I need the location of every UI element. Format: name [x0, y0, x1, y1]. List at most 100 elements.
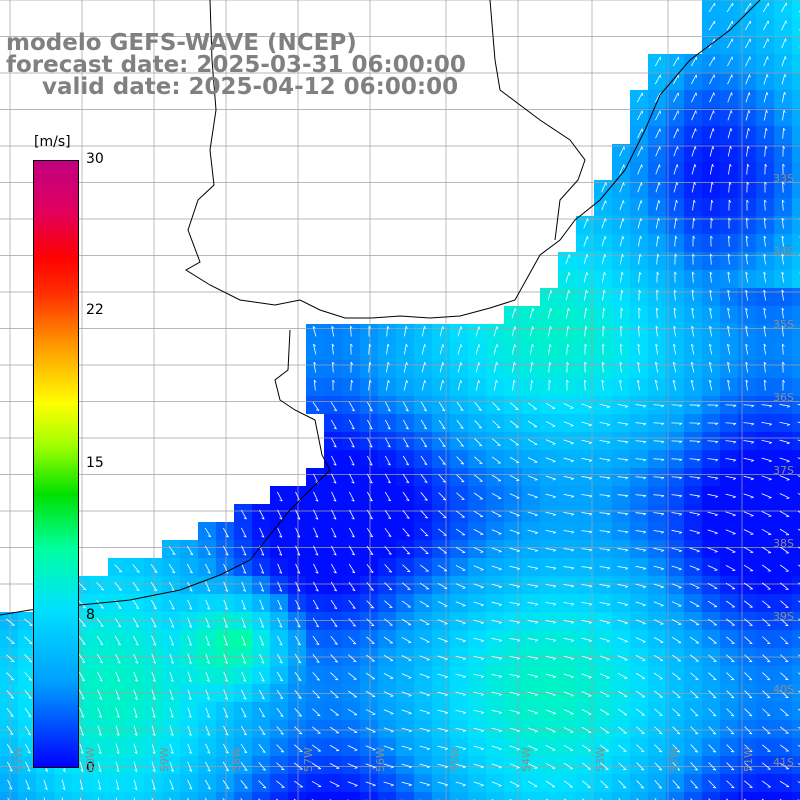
wind-arrow	[709, 272, 712, 283]
wind-arrow-head	[351, 379, 354, 383]
wind-arrow	[563, 403, 574, 409]
wind-arrow	[745, 92, 750, 103]
wind-arrow	[509, 456, 520, 463]
wind-arrow	[745, 128, 749, 139]
wind-arrow-head	[442, 463, 446, 465]
wind-arrow	[548, 344, 551, 355]
wind-arrow	[330, 690, 339, 698]
wind-arrow	[24, 707, 32, 717]
wind-arrow	[438, 437, 446, 447]
wind-arrow	[745, 254, 748, 265]
wind-arrow-head	[354, 767, 358, 769]
wind-arrow-head	[607, 477, 611, 480]
wind-arrow-head	[751, 441, 755, 444]
wind-arrow	[348, 600, 356, 609]
wind-arrow	[455, 745, 466, 750]
wind-arrow	[743, 404, 755, 406]
wind-arrow-head	[444, 730, 448, 733]
wind-arrow-head	[408, 677, 412, 679]
wind-arrow-head	[767, 56, 769, 60]
wind-arrow	[223, 653, 228, 664]
wind-arrow	[779, 493, 790, 499]
wind-arrow-head	[620, 343, 623, 347]
wind-arrow	[797, 421, 800, 424]
wind-arrow-head	[534, 532, 538, 535]
wind-arrow	[782, 127, 784, 139]
wind-arrow	[707, 547, 718, 552]
wind-arrow-head	[153, 643, 157, 646]
wind-arrow	[402, 437, 409, 448]
wind-arrow-head	[424, 481, 428, 483]
wind-arrow	[673, 164, 678, 175]
wind-arrow	[348, 563, 356, 574]
wind-arrow	[6, 725, 14, 735]
wind-arrow-head	[80, 733, 84, 736]
wind-arrow	[707, 582, 718, 589]
wind-arrow	[635, 708, 645, 716]
wind-arrow	[637, 325, 640, 337]
wind-arrow-head	[352, 643, 357, 645]
wind-arrow	[97, 725, 102, 736]
wind-arrow-head	[622, 787, 627, 789]
wind-arrow	[365, 781, 376, 786]
wind-arrow	[781, 2, 787, 13]
wind-arrow	[439, 326, 444, 337]
wind-arrow	[725, 511, 736, 516]
wind-arrow	[187, 761, 193, 772]
speed-cell	[144, 792, 162, 800]
wind-arrow	[617, 422, 628, 425]
wind-arrow	[493, 326, 498, 337]
wind-arrow-head	[135, 643, 139, 646]
wind-arrow	[347, 726, 358, 733]
wind-arrow-head	[624, 641, 628, 643]
wind-arrow	[403, 362, 407, 373]
wind-arrow	[509, 438, 520, 446]
wind-arrow-head	[99, 697, 103, 700]
wind-arrow-head	[442, 499, 447, 501]
wind-arrow	[745, 380, 748, 391]
wind-arrow	[707, 440, 719, 442]
wind-arrow-head	[331, 325, 335, 329]
wind-arrow	[655, 200, 660, 211]
wind-arrow	[295, 563, 301, 574]
wind-arrow	[294, 635, 301, 646]
wind-arrow	[366, 618, 375, 627]
wind-arrow	[97, 779, 102, 790]
wind-arrow-head	[733, 459, 737, 462]
wind-arrow	[727, 344, 731, 355]
wind-arrow	[725, 422, 737, 424]
wind-arrow-head	[514, 344, 517, 348]
wind-arrow-head	[673, 307, 677, 311]
wind-arrow-head	[532, 326, 535, 330]
wind-arrow	[797, 762, 800, 765]
wind-arrow	[581, 726, 592, 733]
wind-arrow	[690, 726, 699, 735]
wind-arrow	[115, 797, 118, 800]
wind-arrow	[689, 511, 700, 515]
wind-arrow-head	[172, 553, 176, 556]
wind-arrow	[365, 709, 376, 715]
wind-arrow	[780, 618, 789, 626]
wind-arrow	[24, 636, 33, 644]
wind-arrow-head	[424, 362, 427, 366]
colorbar	[33, 160, 79, 768]
wind-arrow	[689, 636, 700, 644]
wind-arrow	[708, 690, 717, 699]
wind-arrow	[563, 780, 573, 788]
wind-arrow	[745, 344, 749, 355]
wind-arrow	[762, 708, 771, 717]
wind-arrow-head	[588, 658, 592, 661]
wind-arrow	[653, 404, 665, 406]
wind-arrow	[205, 581, 211, 592]
wind-arrow-head	[661, 423, 665, 426]
wind-arrow-head	[206, 679, 210, 682]
wind-arrow-head	[80, 787, 84, 791]
wind-arrow-head	[661, 477, 665, 480]
wind-arrow-head	[480, 676, 485, 678]
wind-arrow	[151, 707, 156, 718]
wind-arrow	[420, 546, 429, 554]
wind-arrow	[473, 547, 484, 553]
wind-arrow-head	[640, 218, 643, 222]
wind-arrow	[78, 582, 87, 591]
wind-arrow-head	[553, 549, 557, 552]
